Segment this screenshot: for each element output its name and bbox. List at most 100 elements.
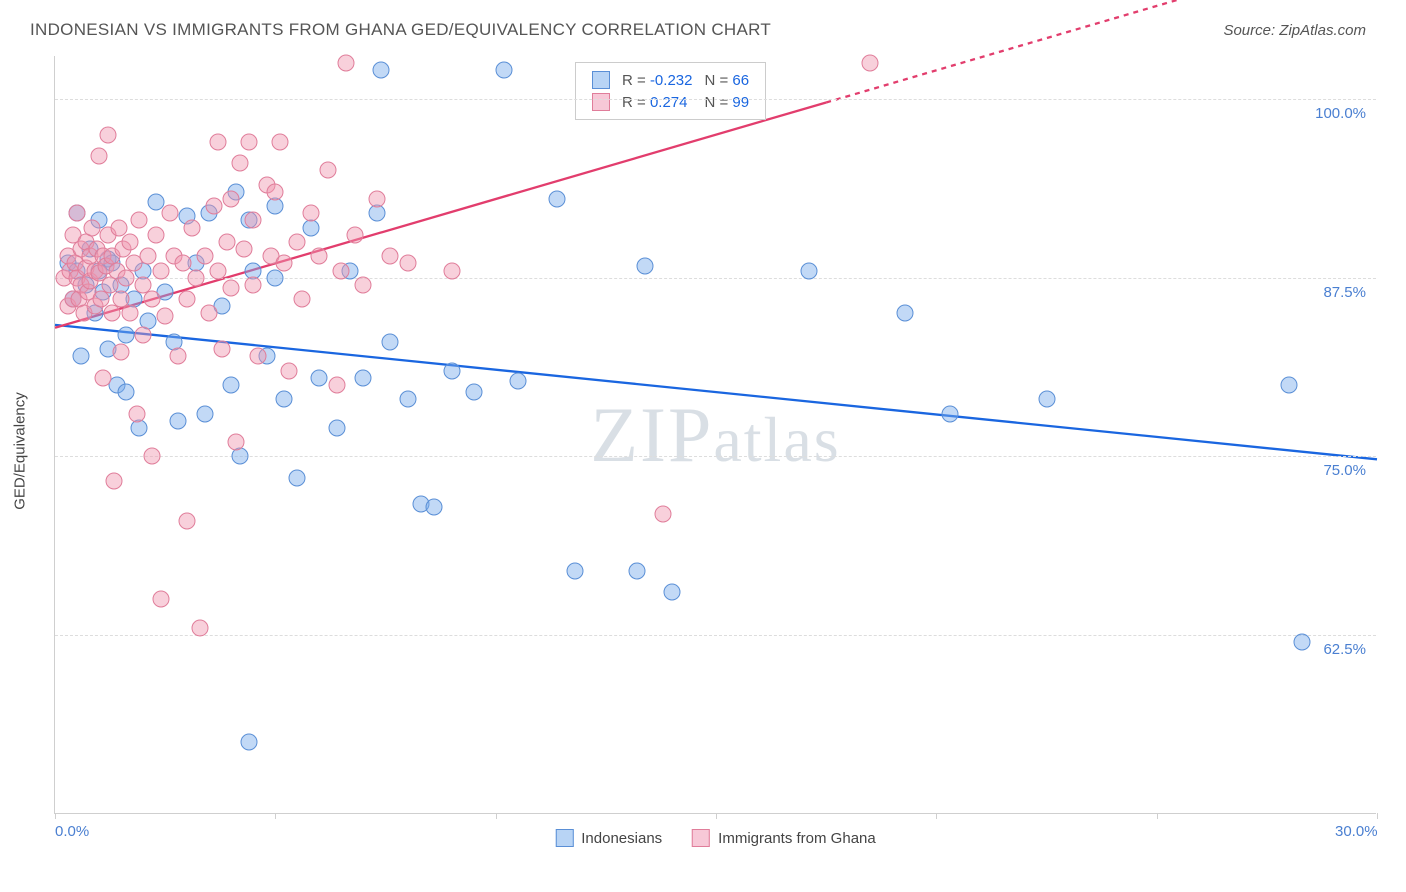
scatter-point-ghana <box>302 205 319 222</box>
scatter-point-indonesians <box>1038 391 1055 408</box>
x-tick <box>1377 813 1378 819</box>
scatter-point-ghana <box>121 233 138 250</box>
scatter-point-ghana <box>95 369 112 386</box>
scatter-point-ghana <box>240 133 257 150</box>
scatter-point-ghana <box>267 183 284 200</box>
scatter-point-indonesians <box>800 262 817 279</box>
scatter-point-ghana <box>152 262 169 279</box>
scatter-point-ghana <box>117 269 134 286</box>
r-value-ghana: 0.274 <box>650 94 688 111</box>
scatter-point-ghana <box>381 248 398 265</box>
scatter-point-ghana <box>337 55 354 72</box>
y-tick-label: 100.0% <box>1315 105 1366 122</box>
scatter-point-indonesians <box>267 269 284 286</box>
scatter-point-ghana <box>214 341 231 358</box>
x-tick <box>716 813 717 819</box>
scatter-point-ghana <box>161 205 178 222</box>
scatter-point-indonesians <box>443 362 460 379</box>
scatter-point-ghana <box>862 55 879 72</box>
scatter-point-ghana <box>271 133 288 150</box>
x-tick-label: 30.0% <box>1335 823 1378 840</box>
gridline <box>55 635 1376 636</box>
footer-legend: Indonesians Immigrants from Ghana <box>555 829 875 847</box>
correlation-legend-box: R = -0.232 N = 66 R = 0.274 N = 99 <box>575 62 766 120</box>
scatter-point-indonesians <box>1294 634 1311 651</box>
scatter-point-ghana <box>329 376 346 393</box>
footer-swatch-ghana-icon <box>692 829 710 847</box>
n-value-ghana: 99 <box>732 94 749 111</box>
scatter-point-ghana <box>210 133 227 150</box>
scatter-point-indonesians <box>628 562 645 579</box>
legend-row-indonesians: R = -0.232 N = 66 <box>586 69 755 91</box>
footer-label-ghana: Immigrants from Ghana <box>718 830 876 847</box>
footer-legend-ghana: Immigrants from Ghana <box>692 829 876 847</box>
scatter-point-ghana <box>276 255 293 272</box>
y-tick-label: 62.5% <box>1323 641 1366 658</box>
scatter-point-ghana <box>289 233 306 250</box>
plot-area: ZIPatlas R = -0.232 N = 66 R = 0.274 N =… <box>54 56 1376 814</box>
scatter-point-indonesians <box>289 469 306 486</box>
scatter-point-ghana <box>293 291 310 308</box>
scatter-point-ghana <box>223 279 240 296</box>
regression-line-indonesians <box>55 325 1377 459</box>
r-label: R = <box>622 94 646 111</box>
scatter-point-indonesians <box>329 419 346 436</box>
header-row: INDONESIAN VS IMMIGRANTS FROM GHANA GED/… <box>0 0 1406 48</box>
n-value-indonesians: 66 <box>732 72 749 89</box>
scatter-point-ghana <box>135 326 152 343</box>
scatter-point-ghana <box>249 348 266 365</box>
scatter-point-ghana <box>188 269 205 286</box>
scatter-point-ghana <box>227 434 244 451</box>
scatter-point-indonesians <box>425 498 442 515</box>
footer-legend-indonesians: Indonesians <box>555 829 662 847</box>
scatter-point-indonesians <box>355 369 372 386</box>
scatter-point-ghana <box>399 255 416 272</box>
scatter-point-ghana <box>333 262 350 279</box>
scatter-point-indonesians <box>373 62 390 79</box>
scatter-point-indonesians <box>223 376 240 393</box>
chart-title: INDONESIAN VS IMMIGRANTS FROM GHANA GED/… <box>30 20 771 40</box>
scatter-point-ghana <box>236 241 253 258</box>
scatter-point-ghana <box>280 362 297 379</box>
scatter-point-ghana <box>106 472 123 489</box>
n-label: N = <box>704 94 728 111</box>
scatter-point-indonesians <box>170 412 187 429</box>
legend-row-ghana: R = 0.274 N = 99 <box>586 91 755 113</box>
scatter-point-ghana <box>179 512 196 529</box>
scatter-point-indonesians <box>276 391 293 408</box>
scatter-point-ghana <box>174 255 191 272</box>
scatter-point-indonesians <box>509 372 526 389</box>
scatter-point-ghana <box>152 591 169 608</box>
x-tick <box>496 813 497 819</box>
scatter-point-ghana <box>245 212 262 229</box>
scatter-point-ghana <box>130 212 147 229</box>
scatter-point-indonesians <box>941 405 958 422</box>
n-label: N = <box>704 72 728 89</box>
scatter-point-indonesians <box>566 562 583 579</box>
scatter-point-indonesians <box>663 584 680 601</box>
r-label: R = <box>622 72 646 89</box>
scatter-point-ghana <box>443 262 460 279</box>
scatter-point-indonesians <box>496 62 513 79</box>
scatter-point-ghana <box>143 448 160 465</box>
scatter-point-indonesians <box>311 369 328 386</box>
x-tick <box>1157 813 1158 819</box>
scatter-point-ghana <box>346 226 363 243</box>
x-tick-label: 0.0% <box>55 823 89 840</box>
x-tick <box>936 813 937 819</box>
footer-label-indonesians: Indonesians <box>581 830 662 847</box>
scatter-point-ghana <box>104 305 121 322</box>
scatter-point-ghana <box>121 305 138 322</box>
scatter-point-indonesians <box>399 391 416 408</box>
scatter-point-ghana <box>170 348 187 365</box>
scatter-point-indonesians <box>637 258 654 275</box>
scatter-point-ghana <box>139 248 156 265</box>
scatter-point-ghana <box>210 262 227 279</box>
scatter-point-ghana <box>218 233 235 250</box>
scatter-point-indonesians <box>130 419 147 436</box>
scatter-point-ghana <box>320 162 337 179</box>
scatter-point-ghana <box>113 344 130 361</box>
scatter-point-ghana <box>201 305 218 322</box>
source-attribution: Source: ZipAtlas.com <box>1223 22 1366 39</box>
scatter-point-ghana <box>157 308 174 325</box>
